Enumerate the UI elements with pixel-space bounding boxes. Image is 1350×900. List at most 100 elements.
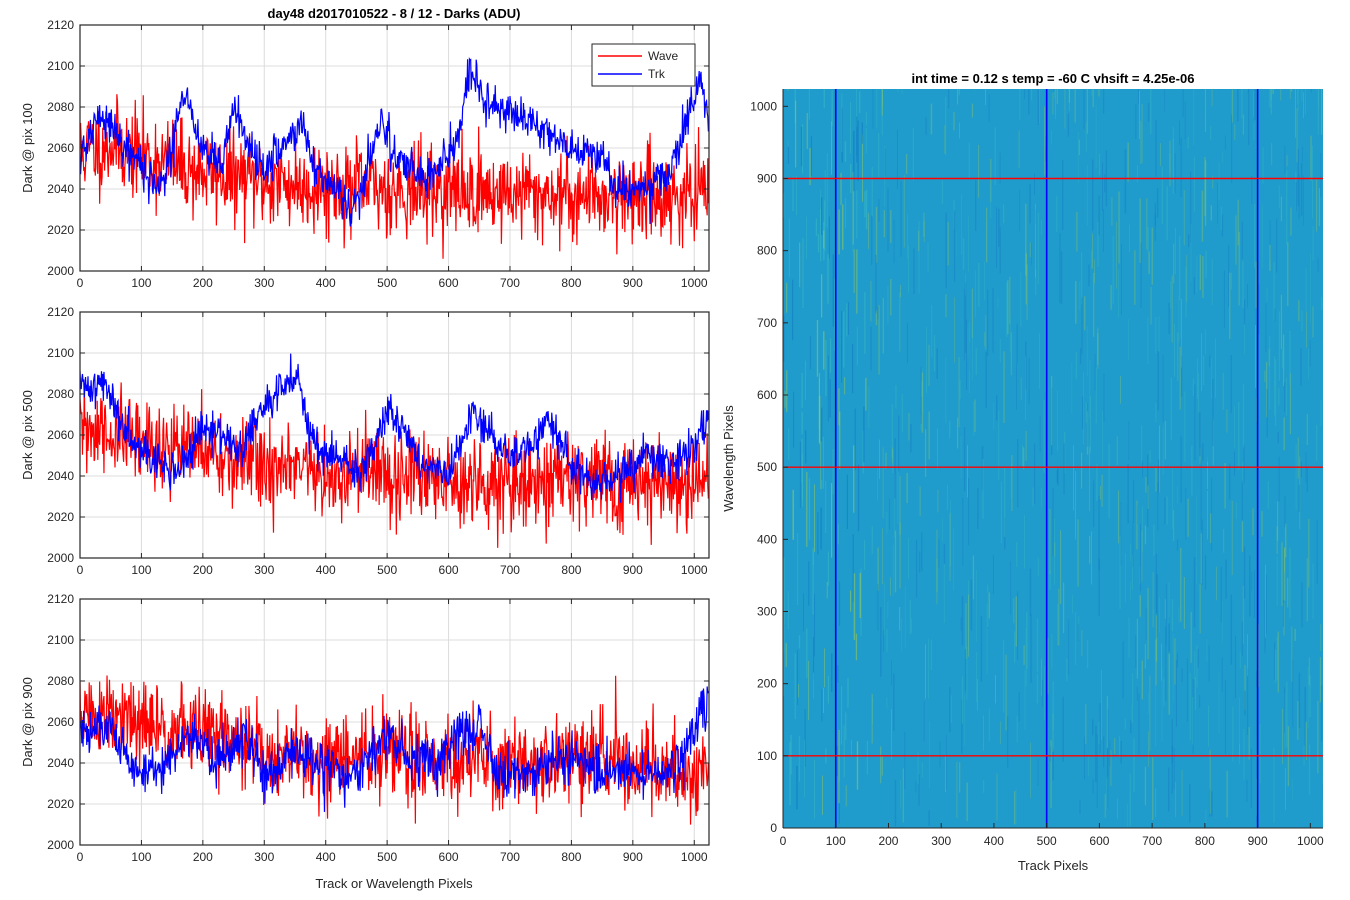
- heatmap-streak: [1052, 92, 1054, 115]
- x-tick-label: 900: [623, 563, 643, 577]
- heatmap-streak: [950, 695, 952, 723]
- heatmap-streak: [1140, 523, 1141, 592]
- heatmap-streak: [859, 572, 861, 618]
- heatmap-streak: [1202, 443, 1204, 461]
- x-tick-label: 500: [377, 276, 397, 290]
- heatmap-streak: [1022, 447, 1025, 469]
- heatmap-streak: [1200, 533, 1203, 584]
- heatmap-streak: [1292, 779, 1294, 800]
- heatmap-streak: [1005, 654, 1007, 731]
- x-tick-label: 900: [623, 276, 643, 290]
- heatmap-streak: [963, 288, 965, 361]
- heatmap-streak: [1133, 738, 1135, 792]
- heatmap-streak: [1221, 657, 1223, 692]
- heatmap-streak: [1155, 317, 1157, 354]
- heatmap-streak: [1253, 570, 1255, 618]
- x-tick-label: 700: [500, 850, 520, 864]
- heatmap-streak: [796, 176, 798, 215]
- heatmap-streak: [1063, 582, 1065, 634]
- heatmap-streak: [987, 584, 989, 628]
- heatmap-streak: [820, 441, 822, 490]
- heatmap-streak: [1155, 639, 1157, 686]
- heatmap-streak: [884, 582, 886, 637]
- heatmap-streak: [1247, 634, 1248, 677]
- heatmap-streak: [1035, 269, 1037, 296]
- heatmap-streak: [1187, 498, 1189, 537]
- heatmap-streak: [1305, 268, 1307, 312]
- heatmap-streak: [1224, 462, 1226, 509]
- heatmap-streak: [1308, 518, 1310, 588]
- heatmap-streak: [928, 344, 930, 386]
- heatmap-streak: [1286, 377, 1288, 416]
- y-tick-label: 2080: [47, 674, 74, 688]
- heatmap-streak: [1265, 564, 1266, 638]
- heatmap-streak: [1044, 665, 1045, 721]
- heatmap-streak: [808, 561, 810, 606]
- heatmap-streak: [1120, 375, 1121, 404]
- heatmap-streak: [1300, 163, 1303, 216]
- heatmap-streak: [1271, 143, 1273, 166]
- heatmap-streak: [1176, 539, 1179, 551]
- y-tick-label: 2060: [47, 715, 74, 729]
- heatmap-streak: [1181, 299, 1182, 368]
- heatmap-streak: [928, 638, 929, 700]
- heatmap-streak: [1174, 638, 1176, 685]
- y-tick-label: 200: [757, 677, 777, 691]
- heatmap-streak: [949, 420, 951, 439]
- heatmap-streak: [1226, 409, 1228, 433]
- heatmap-streak: [1194, 384, 1196, 461]
- heatmap-streak: [982, 780, 985, 793]
- heatmap-streak: [1155, 615, 1158, 662]
- heatmap-streak: [1282, 600, 1284, 627]
- heatmap-streak: [878, 199, 880, 222]
- heatmap-streak: [1243, 444, 1245, 484]
- heatmap-streak: [1064, 89, 1066, 129]
- heatmap-streak: [821, 407, 823, 481]
- heatmap-streak: [990, 158, 992, 202]
- heatmap-streak: [1127, 142, 1129, 182]
- heatmap-streak: [877, 306, 879, 320]
- heatmap-streak: [923, 221, 925, 243]
- heatmap-streak: [1025, 253, 1028, 305]
- heatmap-streak: [802, 123, 804, 174]
- x-tick-label: 500: [377, 850, 397, 864]
- heatmap-streak: [969, 322, 971, 394]
- heatmap-streak: [798, 736, 800, 782]
- heatmap-streak: [1117, 490, 1119, 544]
- heatmap-streak: [1086, 411, 1089, 455]
- heatmap-streak: [1306, 558, 1308, 622]
- heatmap-streak: [821, 689, 823, 722]
- heatmap-streak: [1139, 90, 1140, 139]
- heatmap-streak: [1118, 191, 1120, 264]
- heatmap-streak: [1126, 803, 1128, 827]
- x-tick-label: 400: [316, 850, 336, 864]
- heatmap-streak: [1297, 89, 1299, 105]
- heatmap-streak: [834, 278, 836, 351]
- heatmap-streak: [1297, 148, 1299, 206]
- heatmap-streak: [949, 513, 951, 581]
- heatmap-streak: [1079, 799, 1081, 814]
- y-tick-label: 2100: [47, 633, 74, 647]
- heatmap-streak: [783, 557, 785, 625]
- heatmap-streak: [1190, 171, 1192, 244]
- heatmap-streak: [852, 343, 854, 394]
- heatmap-streak: [1284, 547, 1286, 601]
- heatmap-streak: [864, 540, 866, 570]
- x-tick-label: 300: [254, 563, 274, 577]
- heatmap-streak: [1092, 89, 1094, 108]
- heatmap-streak: [1097, 333, 1099, 369]
- heatmap-streak: [971, 288, 973, 339]
- heatmap-streak: [1149, 675, 1151, 751]
- heatmap-streak: [992, 555, 994, 594]
- heatmap-streak: [966, 646, 968, 700]
- heatmap-streak: [1030, 742, 1032, 799]
- heatmap-streak: [1145, 607, 1147, 640]
- heatmap-streak: [1170, 281, 1172, 309]
- heatmap-streak: [1040, 219, 1042, 235]
- heatmap-streak: [789, 741, 791, 806]
- shared-x-axis-label: Track or Wavelength Pixels: [315, 876, 473, 891]
- heatmap-streak: [974, 399, 976, 432]
- heatmap-streak: [1286, 155, 1288, 167]
- heatmap-streak: [1220, 566, 1222, 623]
- heatmap-streak: [1298, 484, 1300, 513]
